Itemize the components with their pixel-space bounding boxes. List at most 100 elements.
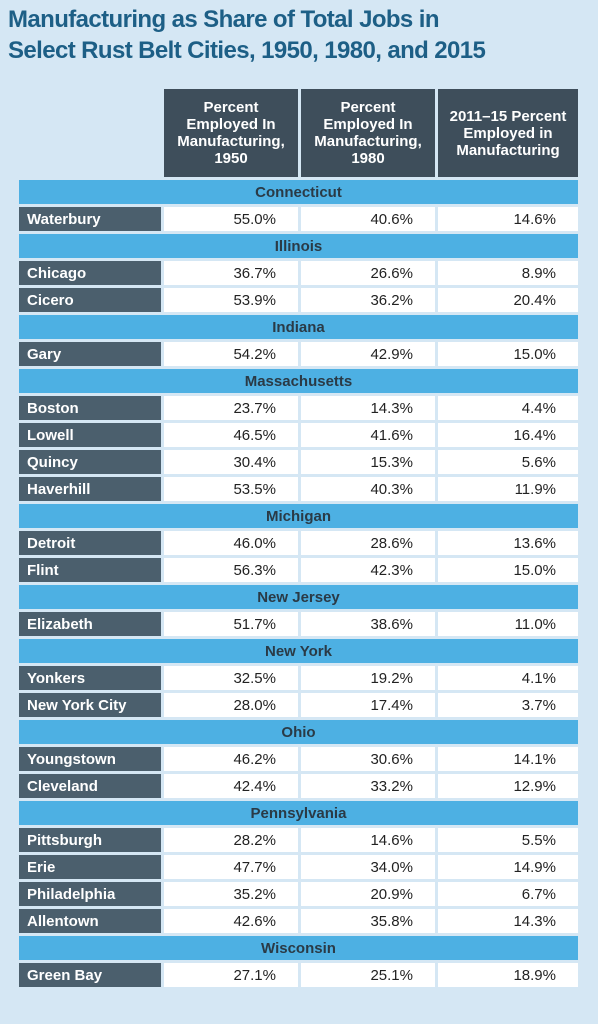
percent-cell: 17.4% <box>301 693 435 717</box>
percent-cell: 15.0% <box>438 558 578 582</box>
percent-cell: 19.2% <box>301 666 435 690</box>
city-row: Flint 56.3% 42.3% 15.0% <box>19 558 578 582</box>
percent-cell: 41.6% <box>301 423 435 447</box>
percent-cell: 3.7% <box>438 693 578 717</box>
percent-cell: 46.5% <box>164 423 298 447</box>
percent-cell: 5.6% <box>438 450 578 474</box>
percent-cell: 4.4% <box>438 396 578 420</box>
city-row: Cleveland 42.4% 33.2% 12.9% <box>19 774 578 798</box>
city-name: Cicero <box>19 288 161 312</box>
city-name: Haverhill <box>19 477 161 501</box>
state-row: Massachusetts <box>19 369 578 393</box>
percent-cell: 42.9% <box>301 342 435 366</box>
percent-cell: 28.0% <box>164 693 298 717</box>
state-name: Massachusetts <box>19 369 578 393</box>
city-name: Lowell <box>19 423 161 447</box>
percent-cell: 14.3% <box>438 909 578 933</box>
percent-cell: 20.9% <box>301 882 435 906</box>
city-row: Philadelphia 35.2% 20.9% 6.7% <box>19 882 578 906</box>
percent-cell: 8.9% <box>438 261 578 285</box>
state-name: Michigan <box>19 504 578 528</box>
city-row: Pittsburgh 28.2% 14.6% 5.5% <box>19 828 578 852</box>
column-header: 2011–15 Percent Employed in Manufacturin… <box>438 89 578 177</box>
state-row: Indiana <box>19 315 578 339</box>
percent-cell: 23.7% <box>164 396 298 420</box>
percent-cell: 38.6% <box>301 612 435 636</box>
state-name: Pennsylvania <box>19 801 578 825</box>
city-row: Gary 54.2% 42.9% 15.0% <box>19 342 578 366</box>
percent-cell: 14.6% <box>438 207 578 231</box>
city-name: Green Bay <box>19 963 161 987</box>
state-name: Ohio <box>19 720 578 744</box>
state-row: Pennsylvania <box>19 801 578 825</box>
percent-cell: 18.9% <box>438 963 578 987</box>
city-row: Lowell 46.5% 41.6% 16.4% <box>19 423 578 447</box>
percent-cell: 28.2% <box>164 828 298 852</box>
state-row: Connecticut <box>19 180 578 204</box>
percent-cell: 33.2% <box>301 774 435 798</box>
city-row: Detroit 46.0% 28.6% 13.6% <box>19 531 578 555</box>
jobs-table: Percent Employed In Manufacturing, 1950 P… <box>16 86 581 990</box>
column-header: Percent Employed In Manufacturing, 1950 <box>164 89 298 177</box>
percent-cell: 6.7% <box>438 882 578 906</box>
percent-cell: 51.7% <box>164 612 298 636</box>
percent-cell: 36.2% <box>301 288 435 312</box>
city-row: Waterbury 55.0% 40.6% 14.6% <box>19 207 578 231</box>
city-row: Youngstown 46.2% 30.6% 14.1% <box>19 747 578 771</box>
percent-cell: 11.9% <box>438 477 578 501</box>
percent-cell: 34.0% <box>301 855 435 879</box>
state-name: Wisconsin <box>19 936 578 960</box>
city-row: Haverhill 53.5% 40.3% 11.9% <box>19 477 578 501</box>
percent-cell: 11.0% <box>438 612 578 636</box>
city-name: Detroit <box>19 531 161 555</box>
city-name: Philadelphia <box>19 882 161 906</box>
city-name: Waterbury <box>19 207 161 231</box>
percent-cell: 14.3% <box>301 396 435 420</box>
state-name: Indiana <box>19 315 578 339</box>
percent-cell: 47.7% <box>164 855 298 879</box>
percent-cell: 53.9% <box>164 288 298 312</box>
percent-cell: 35.2% <box>164 882 298 906</box>
city-name: Youngstown <box>19 747 161 771</box>
title-line: Manufacturing as Share of Total Jobs in <box>8 6 439 33</box>
percent-cell: 14.6% <box>301 828 435 852</box>
city-name: Elizabeth <box>19 612 161 636</box>
city-name: New York City <box>19 693 161 717</box>
percent-cell: 13.6% <box>438 531 578 555</box>
city-name: Quincy <box>19 450 161 474</box>
city-name: Boston <box>19 396 161 420</box>
city-name: Allentown <box>19 909 161 933</box>
column-header: Percent Employed In Manufacturing, 1980 <box>301 89 435 177</box>
percent-cell: 56.3% <box>164 558 298 582</box>
percent-cell: 25.1% <box>301 963 435 987</box>
state-row: Michigan <box>19 504 578 528</box>
percent-cell: 12.9% <box>438 774 578 798</box>
percent-cell: 42.6% <box>164 909 298 933</box>
percent-cell: 36.7% <box>164 261 298 285</box>
percent-cell: 46.2% <box>164 747 298 771</box>
percent-cell: 28.6% <box>301 531 435 555</box>
city-row: Green Bay 27.1% 25.1% 18.9% <box>19 963 578 987</box>
city-row: Boston 23.7% 14.3% 4.4% <box>19 396 578 420</box>
percent-cell: 4.1% <box>438 666 578 690</box>
percent-cell: 46.0% <box>164 531 298 555</box>
title: Manufacturing as Share of Total Jobs in S… <box>8 4 486 66</box>
city-name: Chicago <box>19 261 161 285</box>
percent-cell: 40.6% <box>301 207 435 231</box>
percent-cell: 15.3% <box>301 450 435 474</box>
percent-cell: 20.4% <box>438 288 578 312</box>
percent-cell: 32.5% <box>164 666 298 690</box>
city-row: Allentown 42.6% 35.8% 14.3% <box>19 909 578 933</box>
percent-cell: 40.3% <box>301 477 435 501</box>
percent-cell: 30.6% <box>301 747 435 771</box>
state-row: Wisconsin <box>19 936 578 960</box>
state-row: Illinois <box>19 234 578 258</box>
percent-cell: 14.1% <box>438 747 578 771</box>
blank-header <box>19 89 161 177</box>
city-name: Pittsburgh <box>19 828 161 852</box>
state-name: New York <box>19 639 578 663</box>
header-row: Percent Employed In Manufacturing, 1950 P… <box>19 89 578 177</box>
percent-cell: 42.4% <box>164 774 298 798</box>
percent-cell: 53.5% <box>164 477 298 501</box>
state-row: New York <box>19 639 578 663</box>
